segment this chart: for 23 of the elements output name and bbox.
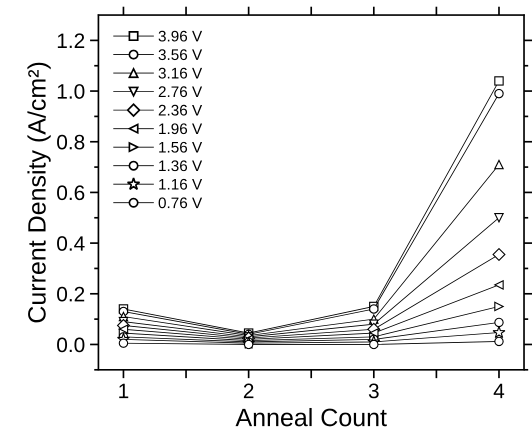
legend-label: 0.76 V (158, 197, 202, 208)
y-tick-label: 0.2 (57, 286, 84, 302)
y-tick-label: 0.8 (57, 134, 84, 150)
legend-label: 1.36 V (159, 160, 202, 172)
legend-label: 1.56 V (159, 142, 202, 153)
x-tick-label: 1 (119, 384, 128, 398)
legend-label: 3.16 V (158, 68, 202, 79)
legend-label: 1.96 V (159, 123, 202, 134)
legend-label: 1.16 V (159, 178, 202, 190)
y-axis-title: Current Density (A/cm²) (27, 62, 51, 322)
y-tick-label: 0.6 (57, 185, 84, 200)
x-tick-label: 2 (244, 384, 254, 398)
x-axis-title: Anneal Count (236, 408, 387, 426)
legend-label: 2.36 V (158, 104, 202, 116)
x-tick-label: 4 (494, 384, 504, 398)
legend-label: 2.76 V (158, 86, 202, 98)
y-tick-label: 0.0 (57, 337, 84, 352)
legend-label: 3.56 V (158, 49, 202, 60)
y-tick-label: 1.0 (58, 84, 84, 99)
x-tick-label: 3 (368, 384, 379, 398)
y-tick-label: 1.2 (58, 33, 84, 48)
legend-label: 3.96 V (158, 30, 202, 42)
y-tick-label: 0.4 (57, 236, 85, 251)
